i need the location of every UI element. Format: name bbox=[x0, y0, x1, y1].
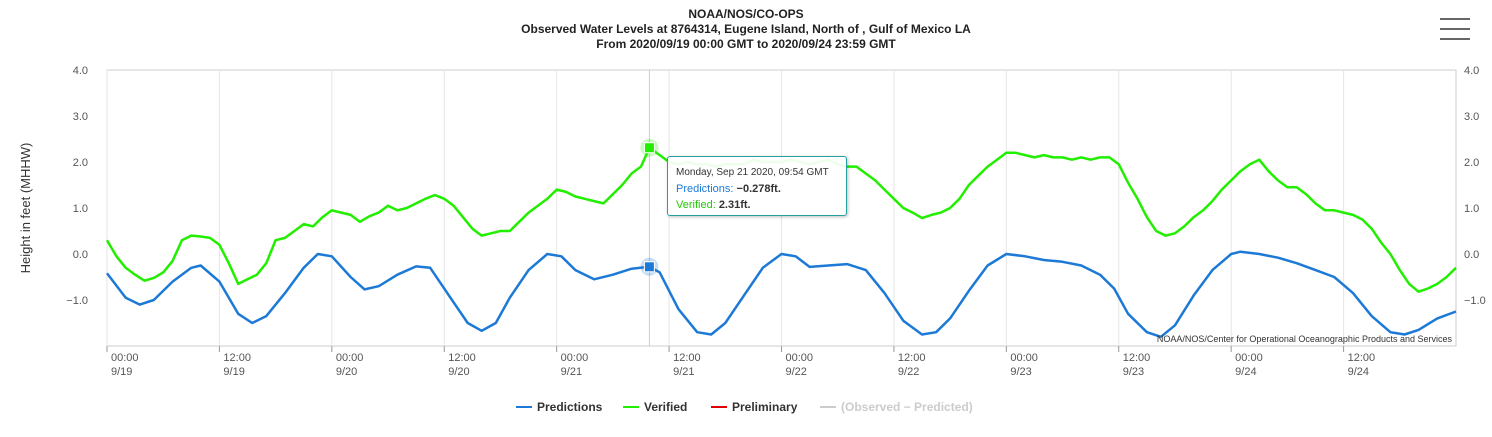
x-tick-time: 12:00 bbox=[673, 352, 701, 364]
tooltip-predictions-row: Predictions: −0.278ft. bbox=[676, 181, 846, 197]
tooltip-predictions-label: Predictions: bbox=[676, 183, 734, 195]
y-tick-label-left: 0.0 bbox=[73, 249, 88, 261]
grid-lines bbox=[106, 70, 1345, 346]
legend-item-2[interactable]: Preliminary bbox=[711, 400, 798, 414]
x-tick-date: 9/19 bbox=[223, 366, 244, 378]
y-axis-title: Height in feet (MHHW) bbox=[18, 143, 33, 274]
x-tick-time: 12:00 bbox=[1123, 352, 1151, 364]
legend-label: (Observed − Predicted) bbox=[841, 400, 973, 414]
x-tick-date: 9/24 bbox=[1235, 366, 1256, 378]
hamburger-menu-icon[interactable] bbox=[1440, 18, 1470, 46]
x-tick-time: 00:00 bbox=[111, 352, 139, 364]
x-tick-date: 9/21 bbox=[561, 366, 582, 378]
x-tick-date: 9/24 bbox=[1348, 366, 1369, 378]
hover-marker-verified bbox=[643, 142, 655, 154]
chart-tooltip: Monday, Sep 21 2020, 09:54 GMT Predictio… bbox=[667, 156, 847, 216]
x-tick-time: 00:00 bbox=[336, 352, 364, 364]
x-tick-time: 00:00 bbox=[561, 352, 589, 364]
x-tick-time: 12:00 bbox=[1348, 352, 1376, 364]
x-tick-date: 9/20 bbox=[336, 366, 357, 378]
x-tick-date: 9/19 bbox=[111, 366, 132, 378]
legend-label: Predictions bbox=[537, 400, 603, 414]
chart-credit: NOAA/NOS/Center for Operational Oceanogr… bbox=[1157, 334, 1453, 344]
x-tick-date: 9/23 bbox=[1123, 366, 1144, 378]
legend-label: Preliminary bbox=[732, 400, 798, 414]
hover-markers bbox=[640, 138, 659, 276]
y-tick-label-right: 3.0 bbox=[1464, 111, 1479, 123]
x-tick-date: 9/21 bbox=[673, 366, 694, 378]
tooltip-verified-row: Verified: 2.31ft. bbox=[676, 197, 846, 213]
y-tick-label-left: 2.0 bbox=[73, 157, 88, 169]
x-tick-date: 9/20 bbox=[448, 366, 469, 378]
x-axis: 00:00 9/19 12:00 9/19 00:00 9/20 12:00 9/20 00:0… bbox=[106, 346, 1376, 378]
legend-item-0[interactable]: Predictions bbox=[516, 400, 603, 414]
hover-marker-predictions bbox=[643, 261, 655, 273]
x-tick-time: 12:00 bbox=[223, 352, 251, 364]
y-tick-label-right: 0.0 bbox=[1464, 249, 1479, 261]
y-tick-label-left: 3.0 bbox=[73, 111, 88, 123]
chart-header: NOAA/NOS/CO-OPS Observed Water Levels at… bbox=[521, 7, 971, 51]
x-tick-time: 12:00 bbox=[448, 352, 476, 364]
tooltip-verified-value: 2.31ft. bbox=[718, 199, 751, 211]
y-tick-label-right: 2.0 bbox=[1464, 157, 1479, 169]
tooltip-predictions-value: −0.278ft. bbox=[736, 183, 781, 195]
x-tick-date: 9/23 bbox=[1010, 366, 1031, 378]
x-tick-time: 00:00 bbox=[1010, 352, 1038, 364]
chart-title: NOAA/NOS/CO-OPS bbox=[688, 7, 803, 21]
y-axis-left: 4.0 3.0 2.0 1.0 0.0 −1.0 bbox=[66, 65, 88, 307]
x-tick-time: 12:00 bbox=[898, 352, 926, 364]
tooltip-date: Monday, Sep 21 2020, 09:54 GMT bbox=[676, 167, 829, 178]
x-tick-date: 9/22 bbox=[898, 366, 919, 378]
y-tick-label-left: −1.0 bbox=[66, 295, 88, 307]
legend-label: Verified bbox=[644, 400, 687, 414]
series-line-predictions bbox=[106, 250, 1457, 339]
y-tick-label-right: −1.0 bbox=[1464, 295, 1486, 307]
y-tick-label-left: 1.0 bbox=[73, 203, 88, 215]
chart-date-range: From 2020/09/19 00:00 GMT to 2020/09/24 … bbox=[596, 37, 896, 51]
chart-legend: Predictions Verified Preliminary (Observed … bbox=[516, 400, 973, 414]
y-axis-right: 4.0 3.0 2.0 1.0 0.0 −1.0 bbox=[1464, 65, 1486, 307]
x-tick-date: 9/22 bbox=[786, 366, 807, 378]
y-tick-label-left: 4.0 bbox=[73, 65, 88, 77]
legend-item-3[interactable]: (Observed − Predicted) bbox=[820, 400, 973, 414]
legend-item-1[interactable]: Verified bbox=[623, 400, 687, 414]
y-tick-label-right: 4.0 bbox=[1464, 65, 1479, 77]
y-tick-label-right: 1.0 bbox=[1464, 203, 1479, 215]
tooltip-verified-label: Verified: bbox=[676, 199, 716, 211]
x-tick-time: 00:00 bbox=[1235, 352, 1263, 364]
chart-subtitle: Observed Water Levels at 8764314, Eugene… bbox=[521, 22, 971, 36]
x-tick-time: 00:00 bbox=[786, 352, 814, 364]
